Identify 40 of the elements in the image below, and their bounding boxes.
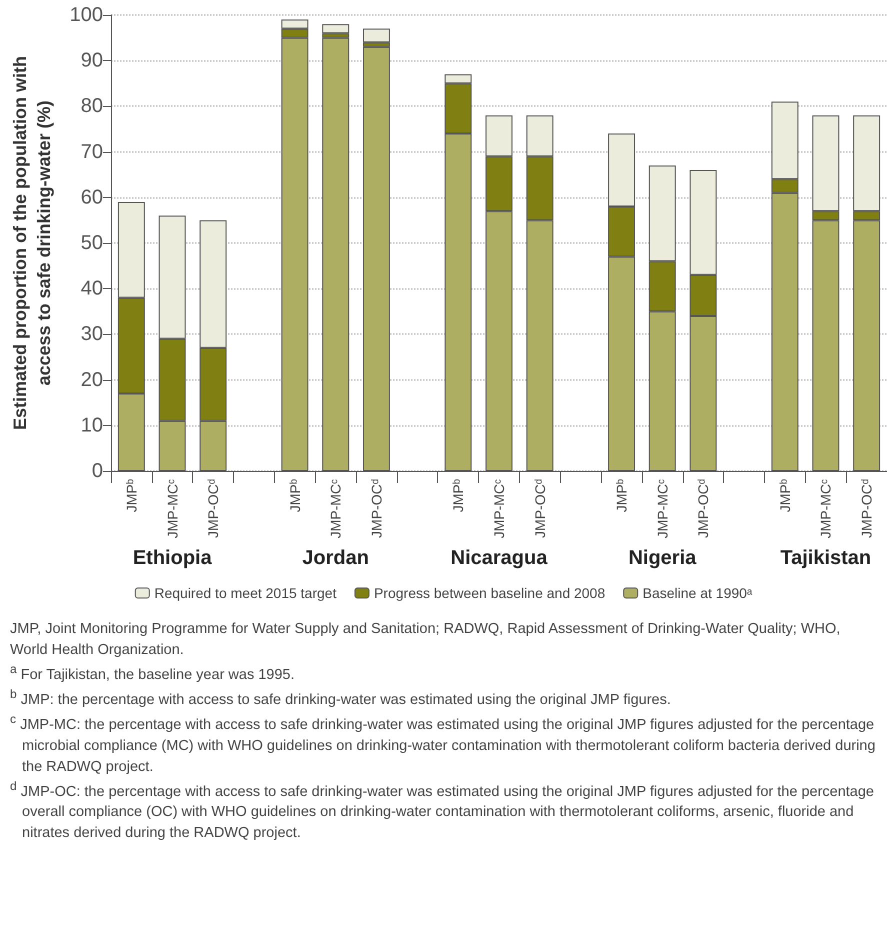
x-tick-label: JMPᵇ bbox=[286, 479, 303, 512]
y-tick-label: 0 bbox=[92, 460, 103, 482]
x-tick-label: JMPᵇ bbox=[776, 479, 793, 512]
y-tick-label: 90 bbox=[80, 50, 103, 72]
legend-label: Required to meet 2015 target bbox=[154, 585, 337, 601]
legend-label: Progress between baseline and 2008 bbox=[374, 585, 606, 601]
x-tick-label: JMPᵇ bbox=[614, 479, 630, 512]
x-tick-label: JMP-OCᵈ bbox=[532, 479, 548, 538]
text: JMP, Joint Monitoring Programme for Water Supply and Sanitation; RADWQ, Rapid Assessment of Drinking-Water Quality; WHO, World Health Organization. bbox=[10, 620, 842, 660]
x-tick-label: JMP-OCᵈ bbox=[205, 479, 222, 538]
y-tick-label: 50 bbox=[80, 232, 103, 254]
x-tick-label: JMP-OCᵈ bbox=[858, 479, 875, 538]
text: Jordan bbox=[302, 547, 369, 569]
text: $^{b}$ JMP: the percentage with access to safe drinking-water was estimated using the original JMP figures. bbox=[10, 686, 672, 710]
text: $^{a}$ For Tajikistan, the baseline year was 1995. bbox=[10, 661, 296, 685]
x-tick-label: JMP-MCᶜ bbox=[491, 478, 507, 538]
text: Nicaragua bbox=[450, 547, 548, 569]
x-tick-label: JMP-OCᵈ bbox=[368, 479, 384, 538]
text: Tajikistan bbox=[780, 547, 872, 569]
y-tick-label: 30 bbox=[80, 323, 103, 346]
x-tick-label: JMPᵇ bbox=[123, 479, 140, 512]
y-tick-label: 100 bbox=[70, 4, 103, 26]
x-tick-label: JMPᵇ bbox=[450, 479, 466, 512]
y-tick-label: 60 bbox=[80, 186, 103, 208]
y-tick-label: 70 bbox=[80, 140, 103, 163]
y-tick-label: 10 bbox=[80, 414, 103, 436]
legend-label: Baseline at 1990ᵃ bbox=[642, 585, 753, 601]
x-tick-label: JMP-MCᶜ bbox=[818, 478, 834, 538]
y-axis-title: Estimated proportion of the population with access to safe drinking-water (%) bbox=[10, 56, 54, 430]
x-tick-label: JMP-MCᶜ bbox=[328, 478, 344, 538]
x-tick-label: JMP-OCᵈ bbox=[695, 479, 712, 538]
x-tick-label: JMP-MCᶜ bbox=[164, 478, 180, 538]
y-tick-label: 40 bbox=[80, 278, 103, 300]
x-tick-label: JMP-MCᶜ bbox=[654, 478, 670, 538]
text: Nigeria bbox=[628, 547, 698, 569]
text: $^{d}$ JMP-OC: the percentage with access to safe drinking-water was estimated using the original JMP figures adjusted for the percentage overall compliance (OC) with WHO guidelines on drinking-water contamination with thermotolerant coliforms, arsenic, fluoride and nitrates derived during the RADWQ project. bbox=[10, 778, 875, 844]
y-tick-label: 80 bbox=[80, 95, 103, 118]
text: $^{c}$ JMP-MC: the percentage with access to safe drinking-water was estimated using the original JMP figures adjusted for the percentage microbial compliance (MC) with WHO guidelines on drinking-water contamination with thermotolerant coliform bacteria derived during the RADWQ project. bbox=[10, 710, 876, 777]
text: Ethiopia bbox=[132, 547, 213, 569]
y-tick-label: 20 bbox=[80, 368, 103, 391]
